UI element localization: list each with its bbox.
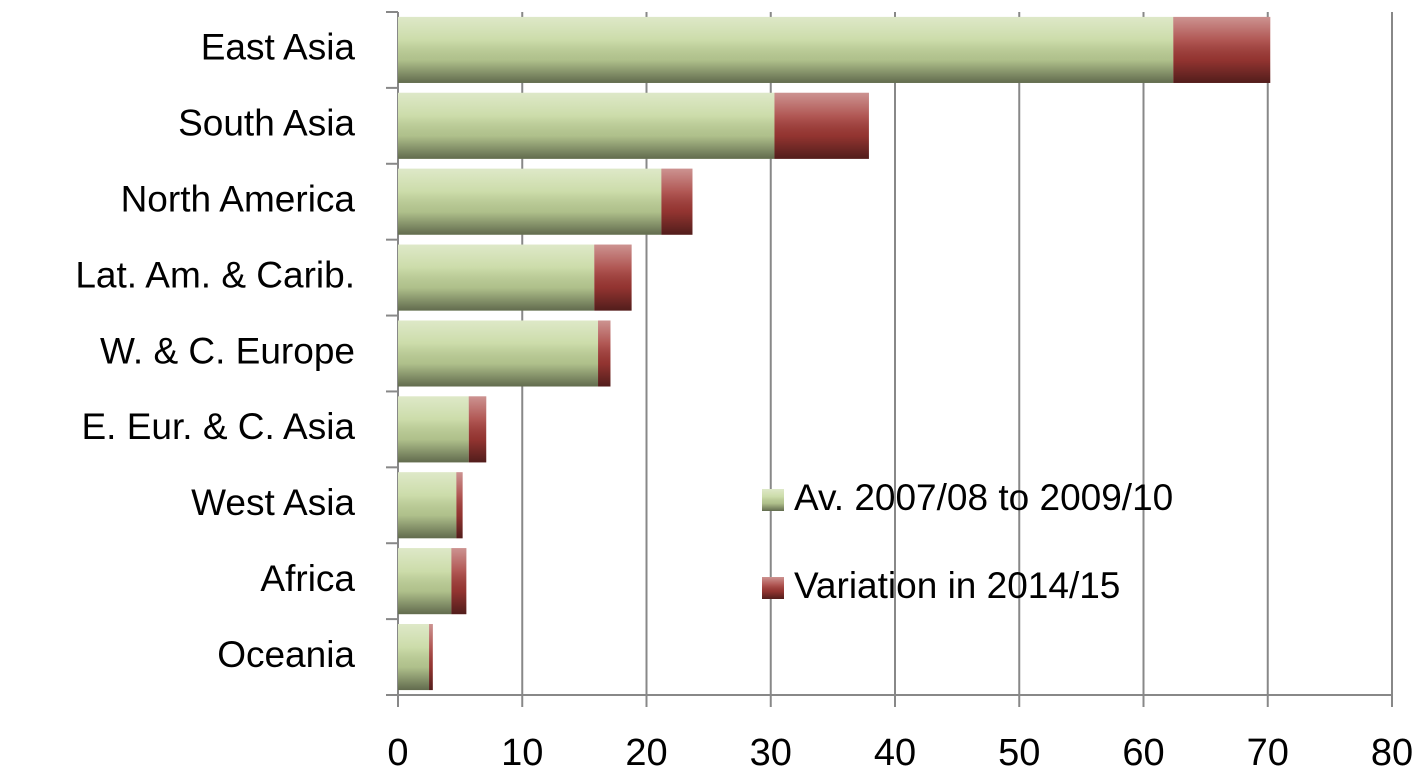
bar-shade bbox=[456, 472, 463, 539]
x-tick-label: 30 bbox=[750, 732, 792, 774]
bar-shade bbox=[594, 244, 632, 311]
category-label: East Asia bbox=[201, 27, 356, 68]
category-label: E. Eur. & C. Asia bbox=[81, 406, 355, 447]
bar-shade bbox=[451, 548, 467, 615]
bar-shade bbox=[598, 320, 611, 387]
bar-shade bbox=[398, 92, 775, 159]
x-tick-label: 60 bbox=[1122, 732, 1164, 774]
bar-shade bbox=[398, 168, 662, 235]
category-label: South Asia bbox=[178, 103, 355, 144]
x-tick-label: 80 bbox=[1371, 732, 1413, 774]
bar-shade bbox=[661, 168, 693, 235]
x-tick-label: 50 bbox=[998, 732, 1040, 774]
bar-shade bbox=[429, 624, 433, 691]
bar-shade bbox=[398, 472, 457, 539]
bar-shade bbox=[398, 396, 469, 463]
x-tick-label: 70 bbox=[1247, 732, 1289, 774]
bar-shade bbox=[398, 16, 1174, 83]
bar-shade bbox=[468, 396, 487, 463]
category-label: Africa bbox=[260, 558, 355, 599]
x-tick-label: 0 bbox=[387, 732, 408, 774]
category-label: Lat. Am. & Carib. bbox=[75, 254, 355, 295]
x-tick-label: 10 bbox=[501, 732, 543, 774]
legend-shade bbox=[762, 577, 784, 599]
legend-label: Av. 2007/08 to 2009/10 bbox=[794, 477, 1173, 518]
x-tick-label: 20 bbox=[625, 732, 667, 774]
bar-shade bbox=[398, 624, 430, 691]
legend-shade bbox=[762, 489, 784, 511]
category-label: W. & C. Europe bbox=[100, 330, 355, 371]
x-tick-label: 40 bbox=[874, 732, 916, 774]
bar-shade bbox=[774, 92, 869, 159]
category-label: Oceania bbox=[217, 634, 355, 675]
category-label: North America bbox=[121, 179, 356, 220]
category-label: West Asia bbox=[191, 482, 355, 523]
legend-label: Variation in 2014/15 bbox=[794, 565, 1120, 606]
bar-shade bbox=[398, 244, 595, 311]
bar-shade bbox=[1173, 16, 1271, 83]
bar-shade bbox=[398, 548, 452, 615]
bar-shade bbox=[398, 320, 599, 387]
